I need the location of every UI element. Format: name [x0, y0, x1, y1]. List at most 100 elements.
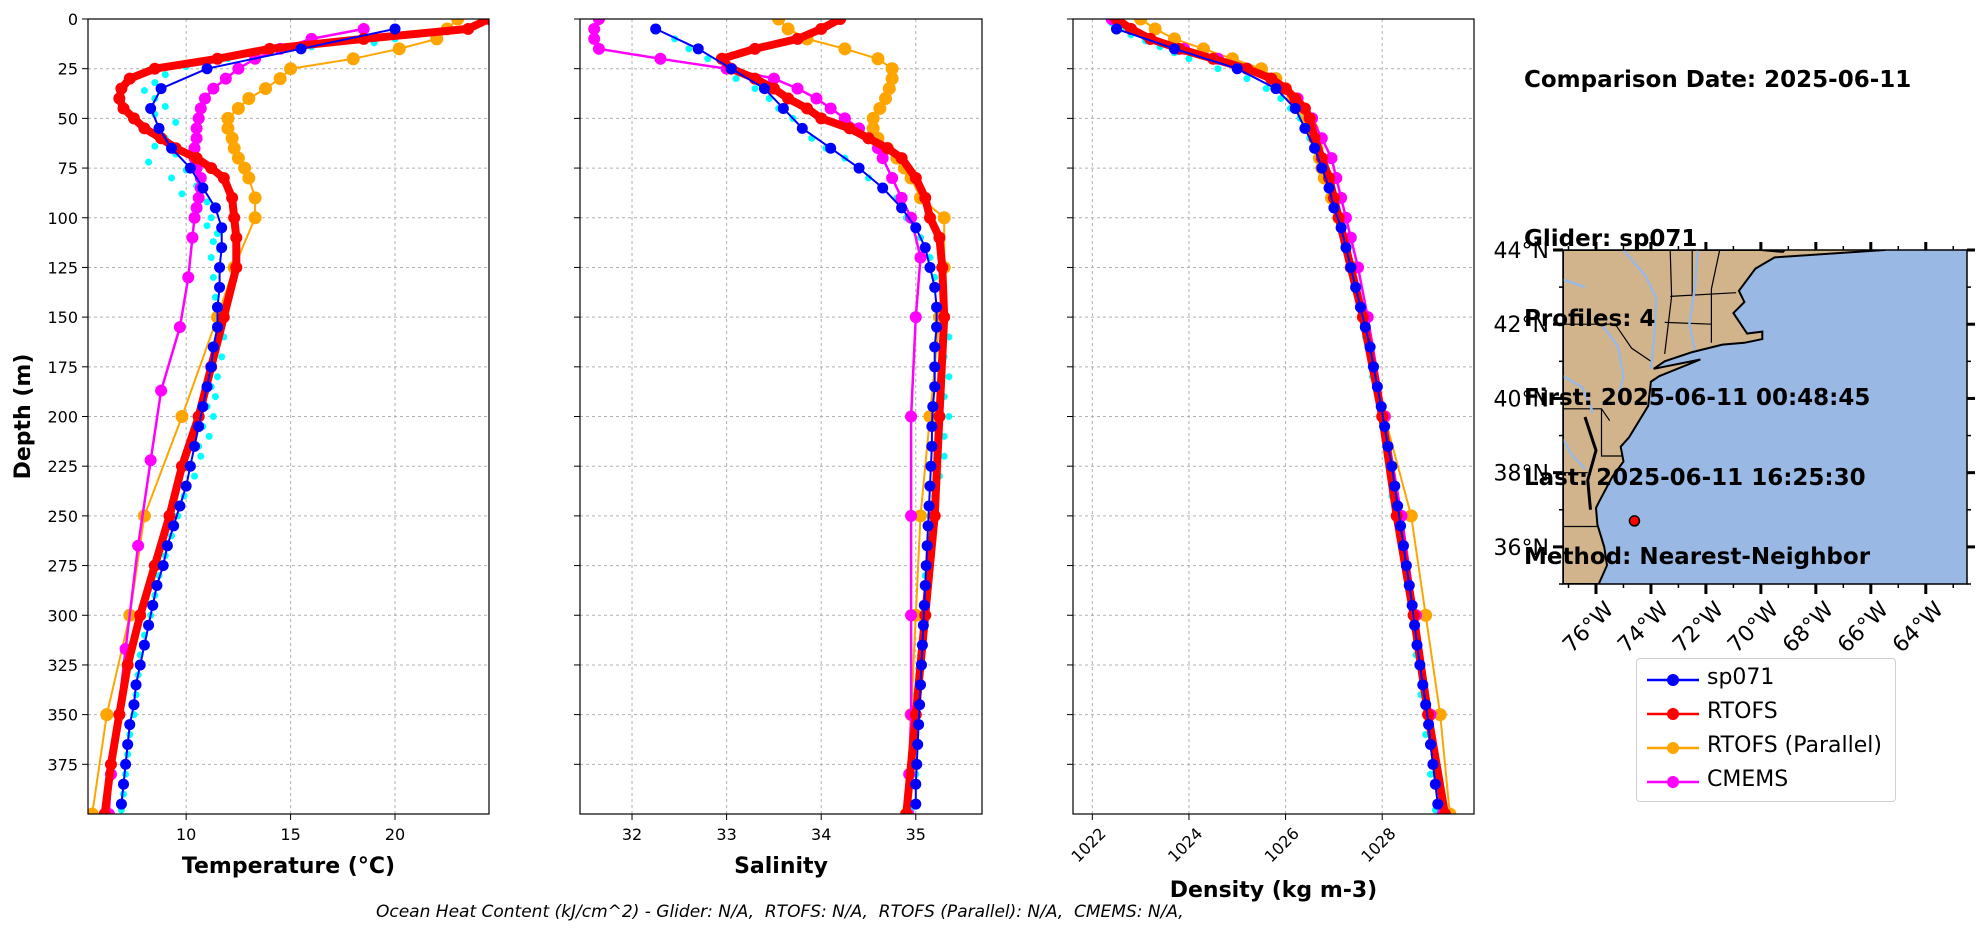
raw-data-point [1185, 55, 1193, 63]
raw-data-point [145, 158, 153, 166]
plot-area [1105, 19, 1457, 814]
raw-data-point [218, 353, 226, 361]
raw-data-point [207, 254, 215, 261]
series-marker-sp071 [650, 23, 662, 35]
series-marker-rtofs [1289, 92, 1302, 105]
series-marker-rtofs [190, 152, 203, 165]
series-marker-rtofs [928, 509, 941, 522]
lat-tick-label: 40°N [1494, 387, 1549, 412]
series-marker-sp071 [877, 182, 889, 194]
series-marker-cmems [188, 211, 201, 224]
series-marker-sp071 [1423, 719, 1435, 731]
series-marker-rtofs-parallel [231, 101, 245, 115]
series-marker-rtofs-parallel [225, 131, 239, 145]
comparison-info: Comparison Date: 2025-06-11 Glider: sp07… [1524, 14, 1911, 597]
series-marker-sp071 [1414, 659, 1426, 671]
series-marker-sp071 [155, 83, 167, 95]
raw-data-point [209, 238, 217, 246]
x-tick-label: 20 [385, 825, 405, 844]
legend-label-rtofs: RTOFS [1707, 699, 1778, 724]
raw-data-point [178, 190, 186, 198]
legend-item-cmems: CMEMS [1637, 765, 1895, 799]
river [1563, 278, 1586, 289]
lat-tick-label: 36°N [1494, 536, 1549, 561]
x-tick-label: 10 [176, 825, 196, 844]
series-marker-rtofs-parallel [871, 52, 885, 66]
series-marker-sp071 [1397, 540, 1409, 552]
glider-position-marker [1628, 515, 1641, 527]
series-marker-rtofs-parallel [451, 19, 465, 26]
y-tick-label: 300 [47, 606, 78, 625]
series-marker-sp071 [1425, 738, 1437, 750]
series-marker-cmems [155, 384, 168, 397]
series-marker-rtofs-parallel [1433, 708, 1447, 722]
y-tick-label: 25 [58, 60, 78, 79]
series-marker-rtofs [834, 19, 847, 25]
x-tick-label: 35 [906, 825, 926, 844]
state-border [1670, 292, 1737, 297]
series-marker-sp071 [1400, 560, 1412, 572]
series-marker-rtofs [121, 658, 134, 671]
series-marker-cmems [192, 112, 205, 125]
x-axis-label: Density (kg m-3) [1170, 878, 1378, 903]
series-marker-rtofs-parallel [238, 161, 252, 175]
series-marker-sp071 [915, 659, 927, 671]
lon-tick-label: 64°W [1888, 597, 1949, 658]
series-marker-rtofs-parallel [885, 62, 899, 76]
series-marker-rtofs [230, 261, 243, 274]
series-marker-rtofs [881, 142, 894, 155]
lon-tick-label: 74°W [1613, 597, 1674, 658]
series-marker-sp071 [924, 480, 936, 492]
series-marker-rtofs [1390, 509, 1403, 522]
series-marker-cmems [886, 172, 899, 184]
series-marker-cmems [207, 82, 220, 95]
series-marker-cmems [592, 42, 605, 55]
series-marker-sp071 [166, 142, 178, 154]
series-marker-cmems [219, 72, 232, 85]
lon-tick-label: 70°W [1723, 597, 1784, 658]
profile-panel-2: 32 33 34 35 Salinity [574, 18, 983, 879]
series-marker-rtofs-parallel [882, 82, 896, 96]
series-marker-sp071 [211, 321, 223, 333]
profile-panel-3: 1022 1024 1026 1028 Density (kg m-3) [1067, 18, 1475, 903]
series-marker-rtofs-parallel [175, 410, 189, 423]
series-marker-cmems [905, 609, 918, 622]
series-marker-sp071 [777, 102, 789, 114]
series-marker-rtofs [148, 559, 161, 572]
series-marker-sp071 [211, 301, 223, 313]
series-marker-rtofs-parallel [885, 72, 899, 86]
state-border [1710, 250, 1721, 343]
series-marker-cmems [791, 82, 804, 95]
series-marker-sp071 [1309, 142, 1321, 154]
series-marker-cmems [173, 321, 186, 334]
plot-area [88, 19, 489, 814]
raw-data-point [1214, 65, 1222, 73]
raw-data-point [207, 214, 215, 222]
state-border [1563, 323, 1652, 362]
series-marker-sp071 [1289, 102, 1301, 114]
series-marker-sp071 [205, 361, 217, 373]
series-marker-sp071 [124, 719, 136, 731]
series-marker-sp071 [1417, 679, 1429, 691]
series-marker-cmems [876, 152, 889, 165]
series-marker-rtofs [104, 758, 117, 771]
lat-tick-label: 38°N [1494, 462, 1549, 487]
series-marker-sp071 [197, 182, 209, 194]
raw-data-point [151, 79, 159, 87]
series-marker-sp071 [914, 699, 926, 711]
series-marker-cmems [144, 454, 157, 467]
series-marker-sp071 [929, 341, 941, 353]
x-tick-label: 1022 [1067, 824, 1109, 866]
series-marker-sp071 [1409, 619, 1421, 631]
series-marker-rtofs [782, 92, 795, 105]
series-marker-sp071 [1335, 222, 1347, 234]
series-marker-sp071 [189, 440, 201, 452]
first-profile-text: First: 2025-06-11 00:48:45 [1524, 385, 1871, 411]
series-marker-sp071 [1270, 83, 1282, 95]
raw-data-point [213, 373, 221, 381]
y-tick-label: 325 [47, 656, 78, 675]
series-marker-rtofs [1279, 82, 1292, 95]
y-tick-label: 150 [47, 308, 78, 327]
legend-swatch-rtofs [1647, 708, 1699, 720]
